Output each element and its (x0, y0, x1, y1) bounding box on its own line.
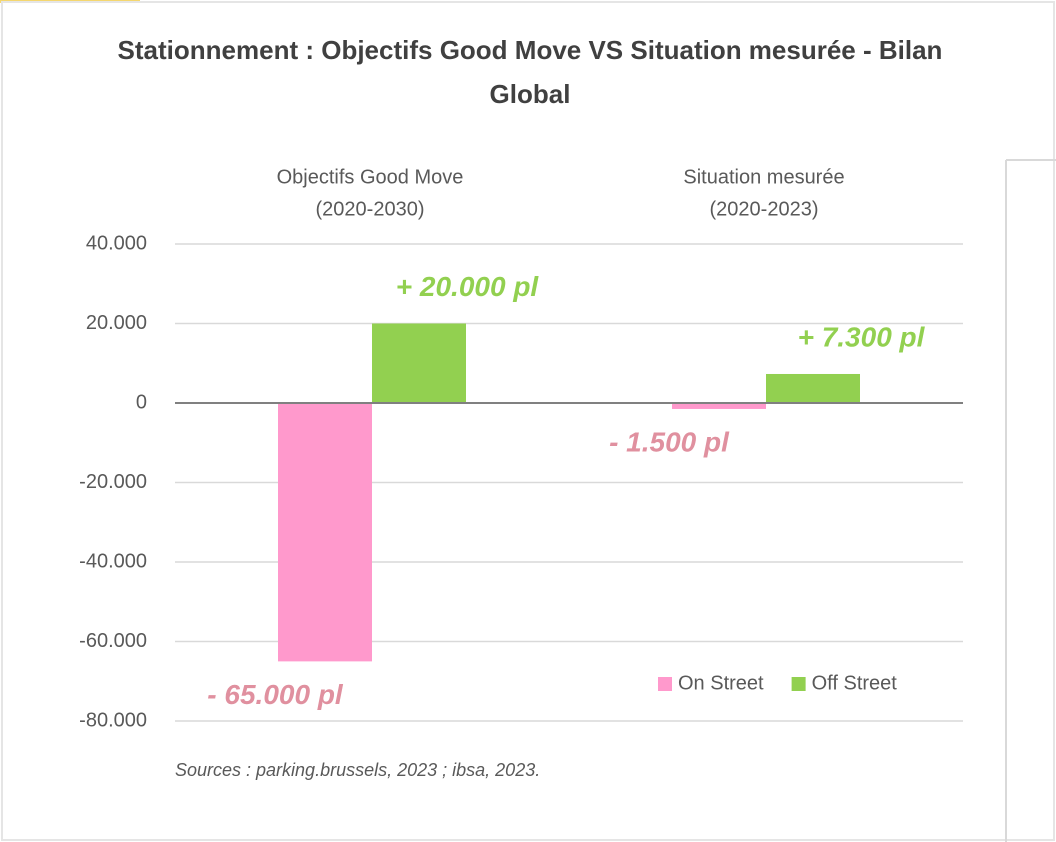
category-label: Objectifs Good Move (277, 166, 464, 188)
data-label: - 1.500 pl (609, 426, 730, 457)
bar (372, 323, 466, 403)
data-label: + 20.000 pl (396, 271, 540, 302)
y-tick-label: -80.000 (79, 709, 147, 731)
category-label: (2020-2030) (316, 198, 425, 220)
data-label: - 65.000 pl (207, 679, 344, 710)
chart-title: Stationnement : Objectifs Good Move VS S… (117, 35, 943, 109)
y-tick-label: -40.000 (79, 550, 147, 572)
y-tick-label: -60.000 (79, 630, 147, 652)
bar (672, 403, 766, 409)
category-label: (2020-2023) (710, 198, 819, 220)
bar (278, 403, 372, 662)
legend-label: Off Street (812, 672, 898, 694)
source-note: Sources : parking.brussels, 2023 ; ibsa,… (175, 760, 540, 780)
legend-swatch (791, 677, 806, 691)
category-label: Situation mesurée (683, 166, 844, 188)
bar (766, 373, 860, 403)
data-label: + 7.300 pl (798, 321, 926, 352)
y-tick-label: 40.000 (86, 232, 147, 254)
y-tick-label: 20.000 (86, 312, 147, 334)
legend-swatch (658, 677, 672, 691)
y-tick-label: -20.000 (79, 471, 147, 493)
legend-label: On Street (678, 672, 764, 694)
y-tick-label: 0 (136, 391, 147, 413)
